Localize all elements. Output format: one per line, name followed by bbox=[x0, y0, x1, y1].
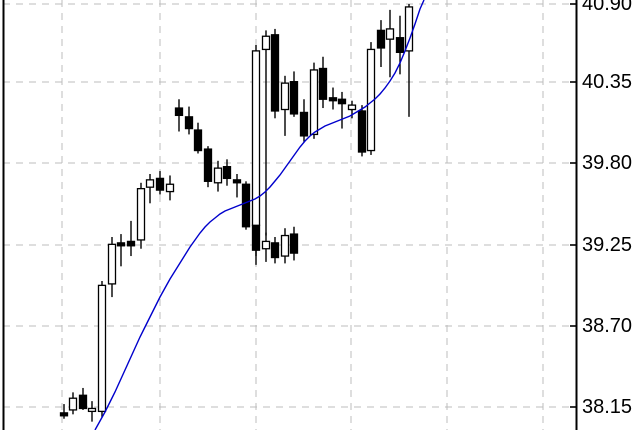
price-series bbox=[59, 0, 425, 430]
candle bbox=[280, 228, 290, 264]
candle-body bbox=[357, 110, 367, 153]
candle-body bbox=[184, 116, 194, 130]
candle-body bbox=[241, 183, 251, 228]
candle bbox=[376, 20, 386, 68]
y-axis-label: 40.35 bbox=[582, 71, 633, 93]
candle bbox=[385, 9, 395, 78]
moving-average-line bbox=[94, 0, 425, 430]
candle bbox=[232, 173, 242, 198]
candle-body bbox=[193, 129, 203, 152]
candle bbox=[222, 159, 232, 186]
y-axis-label: 40.90 bbox=[582, 0, 633, 15]
candle bbox=[59, 404, 69, 419]
candle bbox=[107, 237, 117, 298]
candle-body bbox=[251, 50, 261, 226]
candle-body bbox=[78, 394, 88, 410]
candle-body bbox=[87, 407, 97, 413]
candle bbox=[337, 91, 347, 129]
candle-body bbox=[309, 69, 319, 136]
candle-body bbox=[376, 29, 386, 49]
candle bbox=[165, 175, 175, 201]
candle-body bbox=[68, 397, 78, 411]
candle bbox=[280, 75, 290, 136]
candle-body bbox=[280, 82, 290, 111]
candle-body bbox=[289, 81, 299, 115]
candle bbox=[270, 237, 280, 264]
candle bbox=[261, 30, 271, 236]
candle-body bbox=[165, 183, 175, 193]
candle-body bbox=[136, 187, 146, 241]
candle-body bbox=[337, 98, 347, 105]
candle bbox=[289, 226, 299, 261]
plot-area[interactable] bbox=[0, 0, 576, 430]
candle bbox=[97, 280, 107, 418]
candle bbox=[318, 56, 328, 109]
y-axis-label: 39.80 bbox=[582, 152, 633, 174]
candle-body bbox=[174, 107, 184, 117]
y-axis-label: 38.15 bbox=[582, 396, 633, 418]
candle-body bbox=[289, 233, 299, 254]
candle-body bbox=[97, 284, 107, 413]
candle-body bbox=[318, 67, 328, 100]
candle bbox=[87, 401, 97, 422]
candle-body bbox=[347, 104, 357, 111]
candle-body bbox=[261, 35, 271, 51]
candle bbox=[136, 182, 146, 249]
candle-body bbox=[107, 243, 117, 285]
candle bbox=[357, 105, 367, 157]
candle bbox=[203, 146, 213, 188]
candle bbox=[309, 62, 319, 139]
candle-body bbox=[145, 179, 155, 188]
candle-body bbox=[299, 111, 309, 137]
candle bbox=[289, 71, 299, 117]
candle-body bbox=[232, 179, 242, 184]
candle bbox=[261, 232, 271, 262]
candle bbox=[241, 181, 251, 230]
candle-body bbox=[213, 167, 223, 184]
candle bbox=[78, 387, 88, 410]
candle-body bbox=[261, 240, 271, 250]
candle bbox=[404, 4, 414, 117]
candle-body bbox=[116, 242, 126, 247]
y-axis-label: 39.25 bbox=[582, 234, 633, 256]
candle bbox=[395, 15, 405, 75]
candle-body bbox=[385, 28, 395, 40]
candle-body bbox=[328, 97, 338, 102]
candle-body bbox=[395, 37, 405, 54]
candle-body bbox=[404, 6, 414, 52]
candle bbox=[126, 220, 136, 257]
candle bbox=[116, 234, 126, 267]
candle bbox=[184, 106, 194, 135]
candle-body bbox=[222, 166, 232, 180]
candle bbox=[145, 173, 155, 204]
candle bbox=[213, 160, 223, 192]
candle bbox=[299, 99, 309, 142]
candle-body bbox=[59, 412, 69, 417]
candle-body bbox=[280, 234, 290, 257]
candle bbox=[270, 28, 280, 119]
candle bbox=[193, 122, 203, 154]
candle bbox=[68, 392, 78, 415]
y-axis-label: 38.70 bbox=[582, 315, 633, 337]
candle bbox=[251, 45, 261, 265]
candle-body bbox=[155, 177, 165, 191]
candle-body bbox=[203, 148, 213, 182]
candle-body bbox=[270, 34, 280, 112]
candle-body bbox=[126, 240, 136, 247]
candle-body bbox=[270, 242, 280, 259]
candle bbox=[155, 171, 165, 195]
candle bbox=[328, 87, 338, 110]
candle bbox=[174, 99, 184, 132]
